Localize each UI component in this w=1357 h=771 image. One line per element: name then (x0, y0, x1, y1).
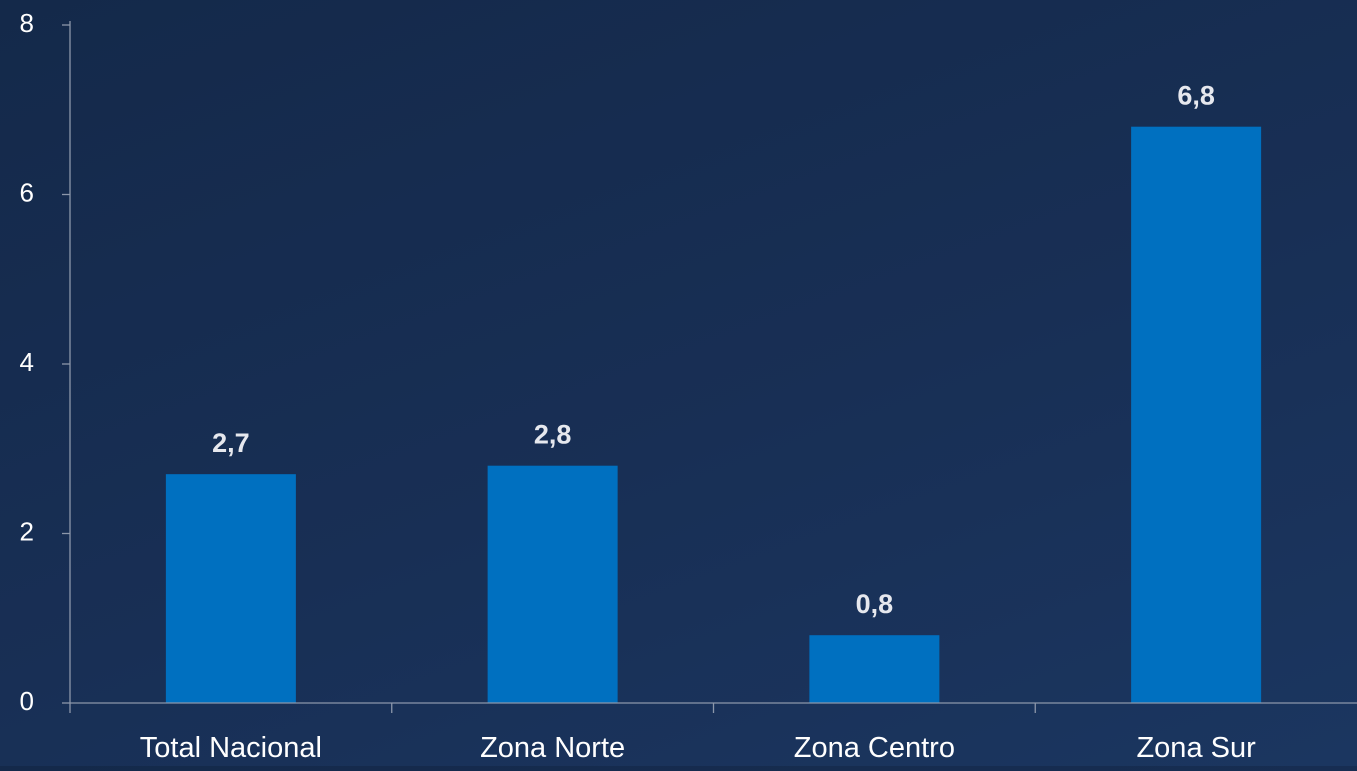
y-tick-label: 4 (20, 347, 34, 377)
bar (487, 465, 618, 703)
bar (165, 474, 296, 703)
y-tick-label: 6 (20, 177, 34, 207)
x-axis-labels: Total Nacional Zona Norte Zona Centro Zona … (140, 732, 1256, 764)
axes (69, 21, 1357, 713)
bar (1131, 126, 1262, 703)
y-tick-label: 0 (20, 686, 34, 716)
bars (165, 126, 1262, 703)
bar-value-label: 6,8 (1177, 81, 1215, 111)
x-category-label: Total Nacional (140, 732, 322, 764)
bar-value-label: 2,7 (212, 428, 250, 458)
y-tick-label: 2 (20, 516, 34, 546)
bar (809, 635, 940, 703)
y-tick-label: 8 (20, 8, 34, 38)
bar-value-label: 2,8 (534, 420, 572, 450)
data-labels: 2,7 2,8 0,8 6,8 (212, 81, 1215, 620)
y-axis-ticks: 0 2 4 6 8 (20, 8, 70, 716)
bar-value-label: 0,8 (856, 589, 894, 619)
x-category-label: Zona Centro (794, 732, 955, 764)
x-category-label: Zona Sur (1136, 732, 1256, 764)
x-category-label: Zona Norte (480, 732, 625, 764)
